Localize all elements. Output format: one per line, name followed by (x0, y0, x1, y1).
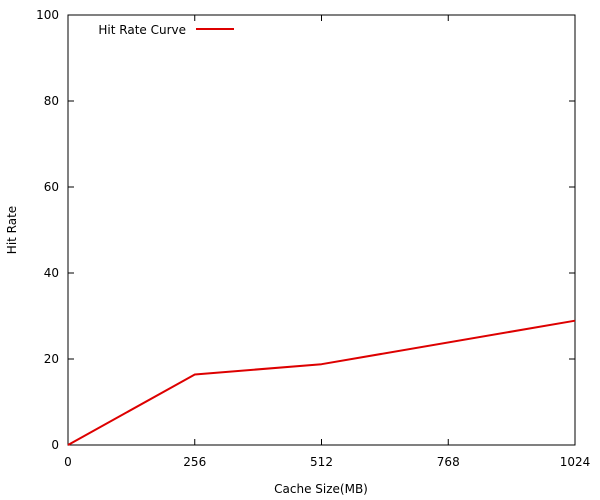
legend: Hit Rate Curve (98, 23, 234, 37)
y-tick-label: 80 (44, 94, 59, 108)
series-line (67, 319, 576, 446)
y-tick-label: 0 (51, 438, 59, 452)
x-tick-label: 256 (183, 455, 206, 469)
axis-ticks: 0 256 512 768 1024 0 20 40 60 80 100 (36, 8, 590, 469)
x-tick-label: 1024 (560, 455, 591, 469)
legend-label: Hit Rate Curve (98, 23, 186, 37)
x-tick-label: 0 (64, 455, 72, 469)
y-tick-label: 40 (44, 266, 59, 280)
y-tick-label: 60 (44, 180, 59, 194)
series-layer (67, 319, 576, 446)
plot-frame (67, 14, 576, 446)
y-tick-label: 20 (44, 352, 59, 366)
x-tick-label: 512 (310, 455, 333, 469)
y-axis-label: Hit Rate (5, 206, 19, 254)
y-tick-label: 100 (36, 8, 59, 22)
x-axis-label: Cache Size(MB) (274, 482, 368, 496)
x-tick-label: 768 (437, 455, 460, 469)
